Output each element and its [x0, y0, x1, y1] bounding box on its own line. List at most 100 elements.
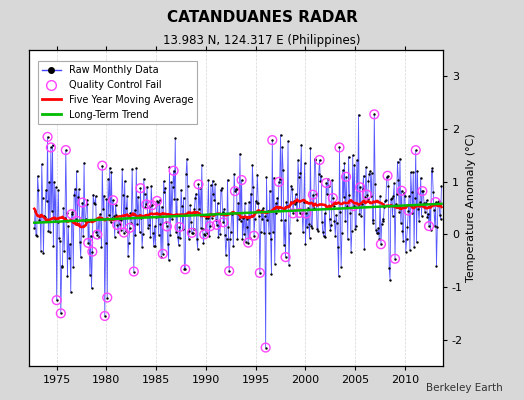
Point [248, 162, 257, 168]
Point [282, 199, 291, 205]
Point [388, 195, 396, 201]
Point [342, 174, 350, 180]
Point [179, 226, 187, 232]
Point [394, 176, 402, 183]
Point [418, 188, 427, 194]
Point [324, 176, 332, 182]
Point [102, 196, 111, 202]
Point [88, 248, 96, 255]
Point [181, 266, 189, 272]
Point [348, 152, 357, 159]
Point [194, 181, 203, 188]
Point [329, 195, 337, 201]
Point [362, 164, 370, 170]
Point [392, 191, 401, 198]
Point [280, 217, 289, 223]
Point [304, 204, 312, 211]
Point [290, 200, 299, 207]
Point [254, 200, 263, 206]
Point [125, 239, 133, 246]
Point [337, 263, 345, 270]
Point [284, 138, 292, 144]
Point [165, 257, 173, 264]
Point [364, 178, 373, 184]
Point [227, 229, 235, 236]
Point [115, 221, 124, 228]
Point [108, 215, 116, 222]
Point [241, 200, 249, 206]
Point [119, 229, 128, 236]
Point [326, 227, 334, 233]
Point [122, 228, 130, 234]
Point [290, 198, 298, 204]
Point [136, 185, 145, 191]
Point [47, 144, 55, 151]
Point [93, 231, 102, 238]
Point [266, 188, 274, 194]
Point [401, 193, 409, 199]
Point [340, 160, 348, 166]
Point [431, 199, 440, 205]
Point [98, 162, 106, 169]
Point [302, 210, 311, 217]
Point [226, 236, 234, 242]
Point [132, 232, 140, 238]
Point [294, 174, 303, 180]
Point [380, 204, 388, 210]
Point [292, 199, 301, 205]
Point [129, 210, 137, 217]
Point [140, 191, 149, 197]
Point [346, 209, 354, 216]
Point [217, 187, 225, 193]
Point [161, 184, 169, 191]
Point [245, 198, 253, 205]
Point [115, 216, 123, 223]
Point [331, 232, 340, 239]
Point [163, 223, 171, 230]
Point [192, 190, 200, 197]
Point [81, 218, 89, 224]
Point [333, 220, 341, 227]
Point [212, 217, 220, 224]
Point [342, 174, 350, 180]
Point [197, 225, 205, 232]
Point [435, 212, 444, 218]
Point [202, 215, 210, 222]
Point [378, 216, 387, 222]
Point [314, 228, 322, 234]
Point [398, 188, 406, 194]
Point [400, 190, 408, 196]
Point [390, 180, 398, 187]
Point [39, 250, 48, 256]
Point [379, 218, 388, 224]
Point [169, 184, 177, 190]
Point [260, 213, 269, 220]
Point [354, 111, 363, 118]
Point [310, 156, 319, 162]
Point [389, 193, 398, 199]
Point [79, 233, 88, 239]
Point [73, 218, 82, 224]
Point [429, 188, 438, 195]
Point [219, 219, 227, 226]
Point [308, 224, 316, 231]
Point [263, 174, 271, 180]
Point [94, 215, 102, 222]
Point [156, 221, 165, 227]
Point [113, 222, 122, 228]
Point [296, 210, 304, 216]
Point [180, 266, 189, 272]
Point [336, 209, 344, 216]
Point [274, 207, 282, 213]
Point [38, 161, 46, 168]
Point [72, 216, 80, 222]
Point [399, 238, 408, 244]
Point [320, 210, 329, 216]
Point [314, 170, 323, 177]
Y-axis label: Temperature Anomaly (°C): Temperature Anomaly (°C) [466, 134, 476, 282]
Point [328, 177, 336, 183]
Point [238, 235, 247, 242]
Point [124, 252, 132, 259]
Point [250, 216, 259, 222]
Point [363, 192, 371, 198]
